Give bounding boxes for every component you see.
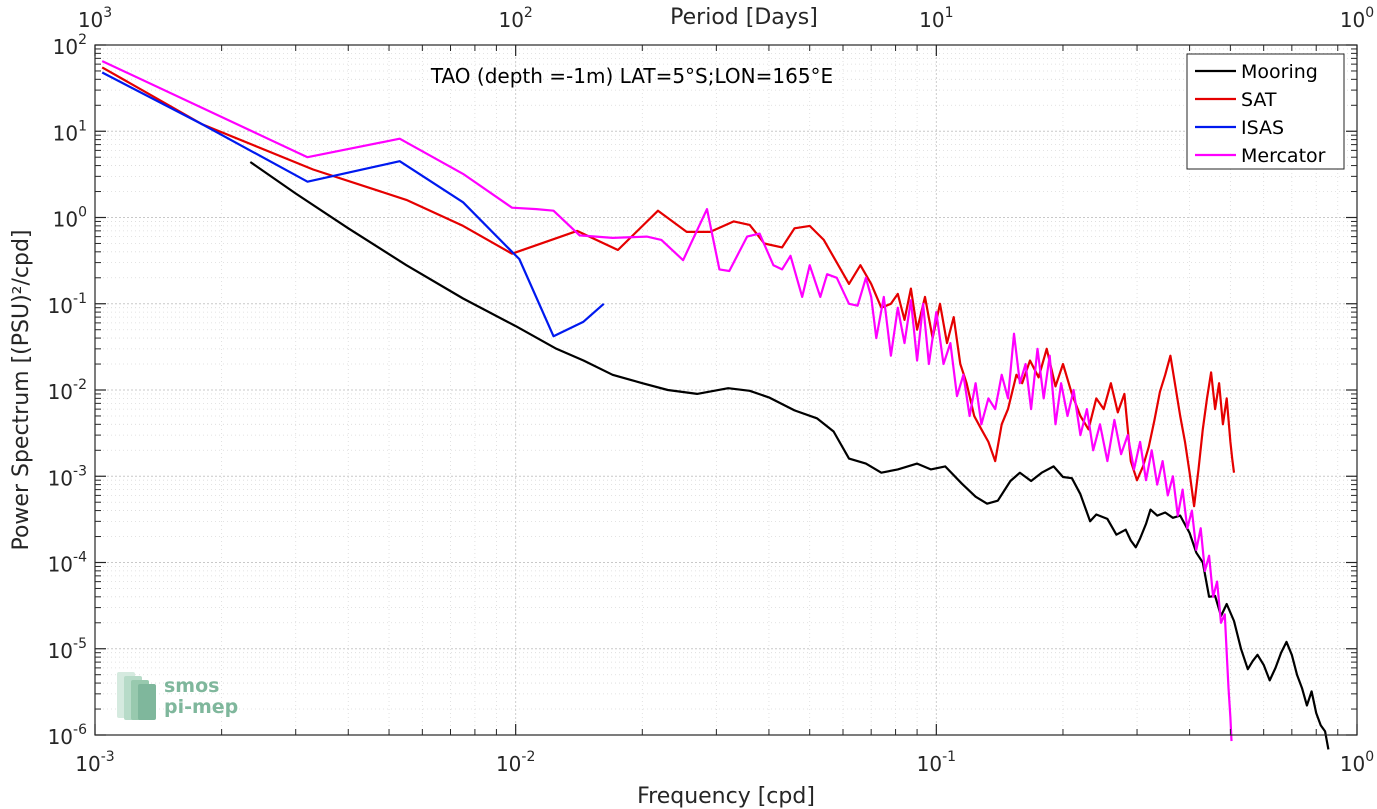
legend-label-isas: ISAS — [1241, 117, 1284, 139]
x-tick-label: 10-2 — [496, 749, 535, 776]
tick-marks — [94, 44, 1358, 736]
legend: Mooring SAT ISAS Mercator — [1186, 53, 1345, 170]
top-tick-label: 103 — [78, 5, 112, 32]
y-tick-label: 100 — [53, 205, 87, 232]
x-tick-label: 10-1 — [917, 749, 956, 776]
y-axis-title: Power Spectrum [(PSU)²/cpd] — [9, 229, 34, 550]
x-axis-title: Frequency [cpd] — [637, 784, 815, 809]
y-tick-label: 10-5 — [48, 636, 87, 663]
y-tick-label: 10-1 — [48, 291, 87, 318]
series-line-mercator — [101, 60, 1233, 742]
legend-box — [1186, 53, 1345, 170]
y-tick-label: 10-6 — [48, 722, 88, 749]
legend-label-mercator: Mercator — [1241, 145, 1326, 167]
logo-mark-icon — [117, 672, 156, 720]
y-tick-label: 10-4 — [48, 550, 88, 577]
top-tick-label: 102 — [498, 5, 532, 32]
logo-line-2: pi-mep — [164, 696, 238, 718]
legend-label-mooring: Mooring — [1241, 61, 1318, 83]
smos-pi-mep-logo: smos pi-mep — [117, 672, 238, 720]
y-tick-labels: 102 101 100 10-1 10-2 10-3 10-4 10-5 10-6 — [48, 32, 88, 749]
top-tick-label: 101 — [919, 5, 953, 32]
y-tick-label: 101 — [53, 118, 87, 145]
series-line-sat — [101, 66, 1236, 508]
series-line-isas — [101, 71, 605, 338]
legend-label-sat: SAT — [1241, 89, 1277, 111]
y-tick-label: 10-3 — [48, 463, 87, 490]
logo-line-1: smos — [164, 675, 219, 697]
x-tick-label: 10-3 — [75, 749, 114, 776]
plot-area — [95, 45, 1357, 735]
x-tick-labels: 10-3 10-2 10-1 100 — [75, 749, 1374, 776]
chart-title: TAO (depth =-1m) LAT=5°S;LON=165°E — [430, 64, 833, 88]
series-layer — [101, 60, 1330, 750]
top-axis-title: Period [Days] — [670, 5, 818, 30]
top-tick-label: 100 — [1340, 5, 1374, 32]
y-tick-label: 10-2 — [48, 377, 87, 404]
series-line-mooring — [249, 161, 1330, 750]
top-tick-labels: 103 102 101 100 — [78, 5, 1374, 32]
y-tick-label: 102 — [53, 32, 87, 59]
x-tick-label: 100 — [1340, 749, 1374, 776]
